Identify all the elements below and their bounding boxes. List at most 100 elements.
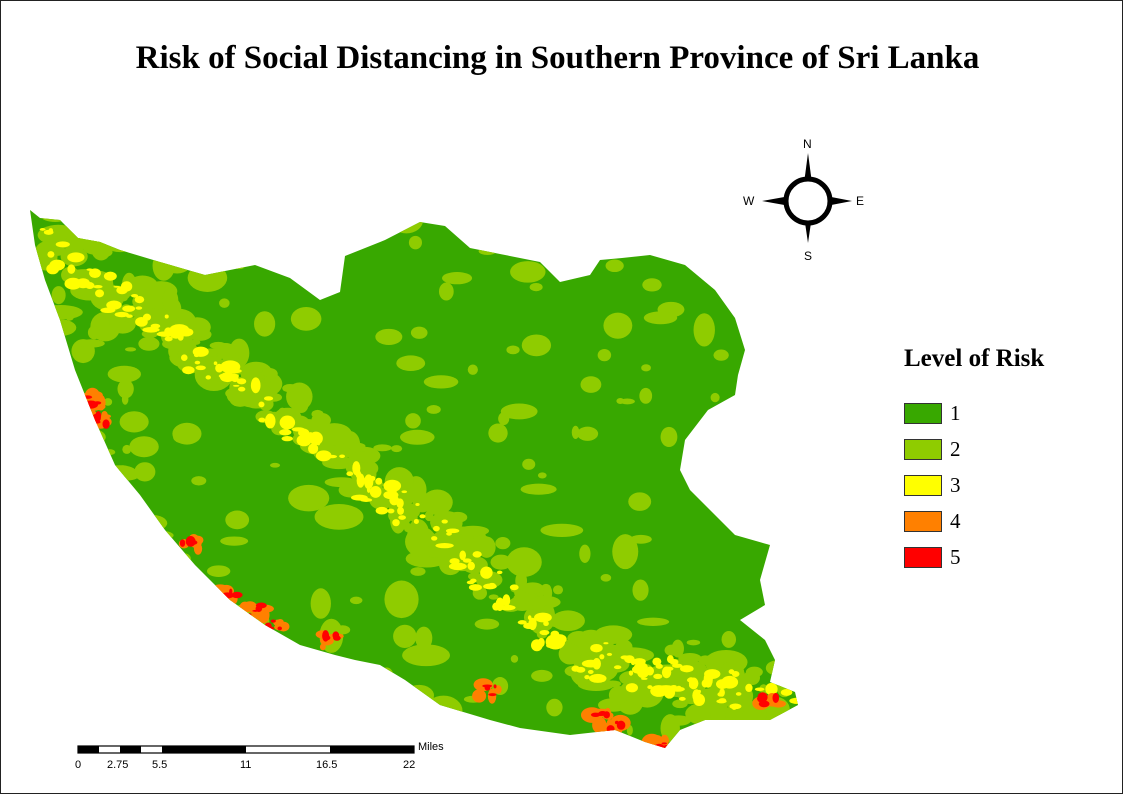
risk-level-2-patch <box>38 539 48 548</box>
risk-level-2-patch <box>43 397 81 419</box>
risk-level-2-patch <box>384 580 419 619</box>
risk-level-3-patch <box>688 682 696 689</box>
risk-level-3-patch <box>599 654 605 660</box>
risk-level-2-patch <box>443 534 479 563</box>
risk-level-2-patch <box>506 345 520 355</box>
legend-label: 3 <box>950 472 961 497</box>
risk-level-2-patch <box>373 444 392 452</box>
risk-level-2-patch <box>144 559 169 581</box>
risk-level-2-patch <box>426 405 441 414</box>
risk-level-3-patch <box>584 675 590 680</box>
risk-level-3-patch <box>606 652 613 656</box>
risk-level-2-patch <box>424 544 450 559</box>
legend-label: 4 <box>950 508 961 533</box>
risk-level-2-patch <box>43 319 77 337</box>
risk-level-2-patch <box>372 679 382 687</box>
risk-level-2-patch <box>172 422 202 445</box>
risk-level-3-patch <box>672 663 683 668</box>
risk-level-2-patch <box>36 244 55 270</box>
risk-level-3-patch <box>397 506 404 515</box>
risk-level-3-patch <box>346 471 354 477</box>
risk-level-3-patch <box>432 525 440 532</box>
risk-level-2-patch <box>103 449 116 456</box>
legend-item-5: 5 <box>904 539 1044 575</box>
risk-level-3-patch <box>590 643 603 653</box>
risk-level-5-patch <box>659 744 664 748</box>
risk-level-2-patch <box>36 609 68 640</box>
risk-level-3-patch <box>114 311 129 318</box>
risk-level-3-patch <box>103 271 117 281</box>
risk-level-2-patch <box>45 679 56 687</box>
scale-tick-label: 5.5 <box>152 759 168 771</box>
risk-level-5-patch <box>488 693 497 697</box>
risk-level-3-patch <box>387 492 394 499</box>
risk-level-4-patch <box>276 618 284 625</box>
risk-level-2-patch <box>35 723 80 736</box>
risk-level-2-patch <box>288 484 330 512</box>
risk-level-2-patch <box>387 698 407 731</box>
risk-level-2-patch <box>642 278 662 292</box>
risk-level-3-patch <box>142 313 152 321</box>
risk-level-3-patch <box>220 360 241 374</box>
risk-level-2-patch <box>40 210 70 222</box>
risk-level-2-patch <box>405 413 421 429</box>
risk-level-5-patch <box>772 692 780 703</box>
risk-level-3-patch <box>502 594 511 607</box>
risk-level-2-patch <box>134 462 156 482</box>
risk-level-3-patch <box>281 436 293 442</box>
risk-level-2-patch <box>400 429 435 445</box>
risk-level-3-patch <box>279 429 292 436</box>
risk-level-2-patch <box>128 667 140 684</box>
risk-level-2-patch <box>415 626 433 650</box>
risk-level-3-patch <box>780 689 793 696</box>
risk-level-2-patch <box>477 536 496 558</box>
risk-level-3-patch <box>701 679 709 688</box>
risk-level-2-patch <box>529 282 543 292</box>
risk-level-2-patch <box>162 210 191 223</box>
risk-level-2-patch <box>710 708 726 723</box>
risk-level-5-patch <box>83 395 93 399</box>
risk-level-3-patch <box>135 306 143 310</box>
risk-level-5-patch <box>252 609 259 612</box>
scale-tick-label: 16.5 <box>316 759 338 771</box>
risk-level-2-patch <box>95 584 134 621</box>
risk-level-2-patch <box>149 227 162 239</box>
risk-level-3-patch <box>692 689 701 702</box>
risk-level-2-patch <box>699 437 716 449</box>
risk-level-3-patch <box>47 251 55 258</box>
risk-level-2-patch <box>51 380 65 393</box>
risk-level-2-patch <box>287 704 322 731</box>
risk-level-2-patch <box>128 239 147 252</box>
risk-level-5-patch <box>93 401 102 405</box>
risk-level-2-patch <box>357 679 373 694</box>
risk-level-3-patch <box>164 327 173 336</box>
risk-level-2-patch <box>87 325 101 340</box>
risk-level-2-patch <box>109 244 131 253</box>
risk-level-2-patch <box>375 328 403 345</box>
risk-level-2-patch <box>220 536 249 546</box>
risk-level-2-patch <box>155 719 165 728</box>
risk-level-2-patch <box>500 403 538 420</box>
risk-level-3-patch <box>543 621 549 627</box>
scale-tick-label: 2.75 <box>107 759 129 771</box>
risk-level-2-patch <box>77 682 90 689</box>
risk-level-3-patch <box>480 566 493 579</box>
risk-level-5-patch <box>616 720 626 730</box>
risk-level-2-patch <box>729 293 750 315</box>
risk-level-2-patch <box>355 713 374 726</box>
risk-level-3-patch <box>729 703 742 710</box>
risk-level-2-patch <box>103 717 122 733</box>
risk-level-2-patch <box>348 451 379 463</box>
legend-label: 2 <box>950 436 961 461</box>
risk-level-2-patch <box>442 271 473 285</box>
risk-level-2-patch <box>423 375 459 389</box>
risk-level-4-patch <box>262 628 272 634</box>
risk-level-2-patch <box>402 644 450 667</box>
risk-level-5-patch <box>179 539 186 547</box>
risk-level-2-patch <box>558 643 582 665</box>
risk-level-2-patch <box>309 651 327 659</box>
risk-level-3-patch <box>180 354 188 362</box>
risk-level-2-patch <box>521 334 552 357</box>
risk-level-2-patch <box>60 553 92 585</box>
